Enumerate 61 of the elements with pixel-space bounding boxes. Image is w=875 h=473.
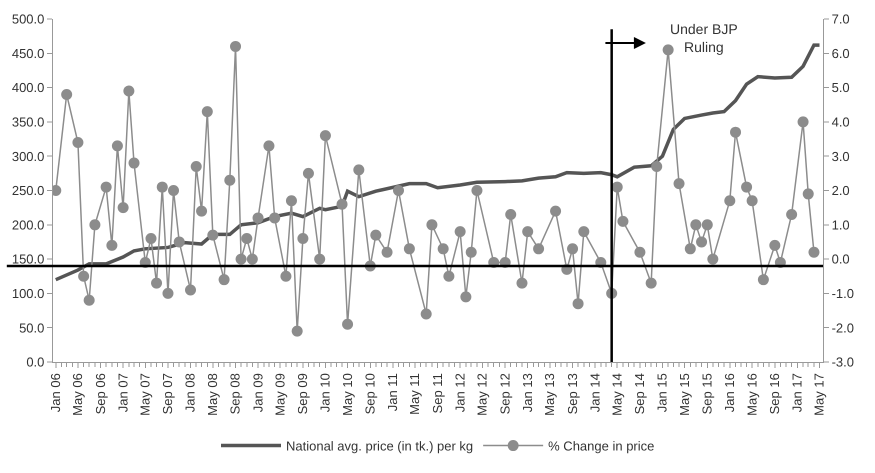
x-tick-label: Jan 08 [182, 373, 198, 412]
x-tick-label: May 12 [474, 373, 490, 416]
x-tick-label: Sep 16 [767, 373, 782, 414]
x-tick-label: May 17 [812, 373, 827, 416]
x-tick-label: May 14 [609, 373, 624, 416]
x-tick-label: Sep 15 [700, 373, 715, 414]
x-tick-label: Jan 13 [520, 373, 535, 412]
x-tick-label: Sep 08 [228, 373, 243, 414]
x-tick-label: Sep 09 [295, 373, 310, 414]
x-tick-label: May 15 [676, 373, 692, 416]
y2-tick-label: 1.0 [832, 217, 850, 232]
x-tick-label: Jan 07 [115, 373, 130, 412]
y-tick-label: 150.0 [12, 252, 44, 267]
x-tick-label: Jan 06 [48, 373, 63, 412]
y2-tick-label: 7.0 [832, 12, 850, 27]
y-tick-label: 200.0 [12, 217, 44, 232]
x-tick-label: Sep 11 [430, 373, 445, 414]
y-tick-label: 300.0 [12, 148, 44, 164]
x-tick-label: Jan 12 [452, 373, 468, 412]
x-tick-label: Jan 10 [318, 373, 333, 412]
y2-tick-label: 5.0 [832, 80, 850, 96]
x-tick-label: May 09 [272, 373, 288, 416]
x-tick-label: Sep 14 [632, 373, 648, 414]
line-series [54, 43, 822, 282]
x-tick-label: Jan 11 [385, 373, 400, 412]
x-tick-label: Jan 15 [654, 373, 670, 412]
x-tick-label: Sep 07 [160, 373, 176, 414]
legend-label: National avg. price (in tk.) per kg [286, 438, 474, 454]
x-tick-label: May 13 [542, 373, 558, 416]
y2-tick-label: 4.0 [832, 114, 850, 130]
y-tick-label: 100.0 [12, 286, 44, 301]
y2-tick-label: -3.0 [832, 354, 854, 370]
x-tick-label: Jan 17 [790, 373, 805, 412]
y-tick-label: 500.0 [12, 12, 44, 27]
y2-tick-label: 3.0 [832, 148, 850, 164]
y2-tick-label: -2.0 [832, 320, 854, 336]
x-tick-label: May 16 [744, 373, 760, 416]
legend-label: % Change in price [548, 438, 654, 454]
annotation: Under BJP Ruling [670, 21, 738, 56]
x-tick-label: Sep 10 [362, 373, 378, 414]
x-tick-label: May 07 [138, 373, 153, 416]
y-tick-label: 250.0 [12, 183, 44, 198]
x-tick-label: May 10 [340, 373, 355, 416]
y-tick-label: 400.0 [12, 80, 44, 96]
x-tick-label: Sep 13 [564, 373, 580, 414]
y2-tick-label: 6.0 [832, 46, 850, 61]
x-tick-label: Jan 14 [587, 373, 602, 412]
y-tick-label: 0.0 [26, 354, 44, 370]
x-tick-label: May 11 [407, 373, 422, 415]
y2-tick-label: 2.0 [832, 183, 850, 198]
x-tick-label: Jan 09 [250, 373, 266, 412]
x-tick-label: May 08 [205, 373, 220, 416]
x-tick-label: May 06 [70, 373, 86, 416]
y-tick-label: 350.0 [12, 114, 44, 130]
x-tick-label: Sep 12 [497, 373, 512, 414]
x-tick-label: Sep 06 [92, 373, 108, 414]
y2-tick-label: 0.0 [832, 252, 850, 267]
y2-tick-label: -1.0 [832, 286, 854, 301]
y-tick-label: 450.0 [12, 46, 44, 61]
x-tick-label: Jan 16 [722, 373, 738, 412]
y-tick-label: 50.0 [19, 320, 44, 336]
